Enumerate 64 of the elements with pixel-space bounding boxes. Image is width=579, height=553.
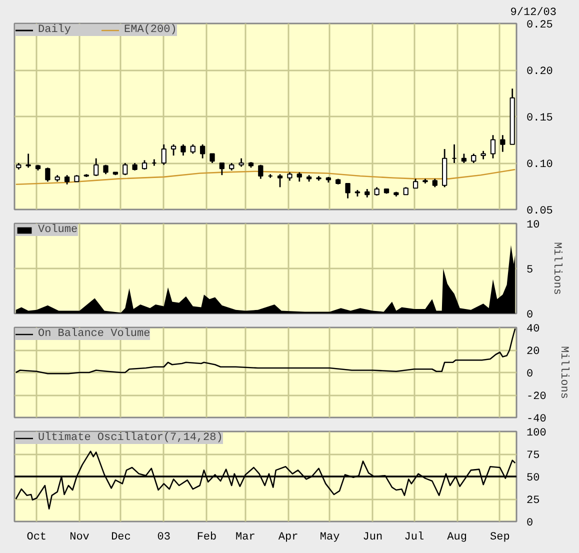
candlestick xyxy=(296,172,302,182)
x-tick-label: Nov xyxy=(70,532,90,544)
x-tick-label: Mar xyxy=(236,532,256,544)
candlestick xyxy=(142,160,148,170)
x-tick-label: Jun xyxy=(362,532,383,544)
y-tick-label: -20 xyxy=(526,391,546,403)
y-axis-title: Millions xyxy=(557,346,570,399)
line-series xyxy=(15,450,516,510)
legend-label: Daily xyxy=(38,24,72,36)
y-tick-label: 25 xyxy=(526,495,540,507)
line-series xyxy=(15,168,516,186)
y-tick-label: 75 xyxy=(526,450,540,462)
candlestick xyxy=(180,144,186,156)
candlestick xyxy=(190,144,196,154)
candlestick xyxy=(64,174,70,186)
x-tick-label: Apr xyxy=(278,532,298,544)
candlestick xyxy=(170,144,176,156)
candlestick xyxy=(45,166,50,182)
candlestick xyxy=(200,144,206,160)
candlestick xyxy=(471,153,476,164)
candlestick xyxy=(500,134,506,153)
x-tick-label: Sep xyxy=(490,532,510,544)
y-axis-title: Millions xyxy=(550,242,563,295)
candlestick xyxy=(161,144,166,166)
text: 9/12/03 xyxy=(510,7,557,19)
y-tick-label: 20 xyxy=(526,346,540,358)
x-tick-label: Aug xyxy=(447,532,467,544)
y-tick-label: 0.10 xyxy=(526,159,553,171)
y-tick-label: -40 xyxy=(526,414,546,426)
candlestick xyxy=(122,162,128,176)
y-tick-label: 0.15 xyxy=(526,112,553,124)
candlestick xyxy=(210,153,215,164)
candlestick xyxy=(103,164,108,175)
legend-label: EMA(200) xyxy=(124,24,177,36)
y-tick-label: 5 xyxy=(526,264,534,276)
candlestick xyxy=(461,153,467,164)
x-tick-label: Feb xyxy=(196,532,217,544)
x-tick-label: May xyxy=(320,532,340,544)
y-tick-label: 100 xyxy=(526,428,546,440)
x-tick-label: Oct xyxy=(26,532,47,544)
candlestick xyxy=(219,162,225,176)
candlestick xyxy=(26,153,31,168)
candlestick xyxy=(412,178,418,189)
y-tick-label: 0.20 xyxy=(526,66,553,78)
x-tick-label: 03 xyxy=(157,532,170,544)
y-tick-label: 0 xyxy=(526,518,534,530)
x-tick-label: Dec xyxy=(111,532,131,544)
y-tick-label: 10 xyxy=(526,220,540,232)
y-tick-label: 0 xyxy=(526,368,534,380)
candlestick xyxy=(258,164,264,180)
legend-label: Ultimate Oscillator(7,14,28) xyxy=(38,432,223,444)
y-tick-label: 40 xyxy=(526,324,540,336)
legend-label: Volume xyxy=(38,224,78,236)
candlestick xyxy=(490,134,496,160)
candlestick xyxy=(94,158,99,177)
candlestick xyxy=(277,173,283,188)
x-tick-label: Jul xyxy=(404,532,424,544)
line-series xyxy=(15,328,516,374)
candlestick xyxy=(345,182,350,200)
legend-label: On Balance Volume xyxy=(38,328,150,340)
y-tick-label: 0.25 xyxy=(526,20,553,32)
y-tick-label: 50 xyxy=(526,472,540,484)
y-tick-label: 0.05 xyxy=(526,206,553,218)
y-tick-label: 0 xyxy=(526,310,534,322)
